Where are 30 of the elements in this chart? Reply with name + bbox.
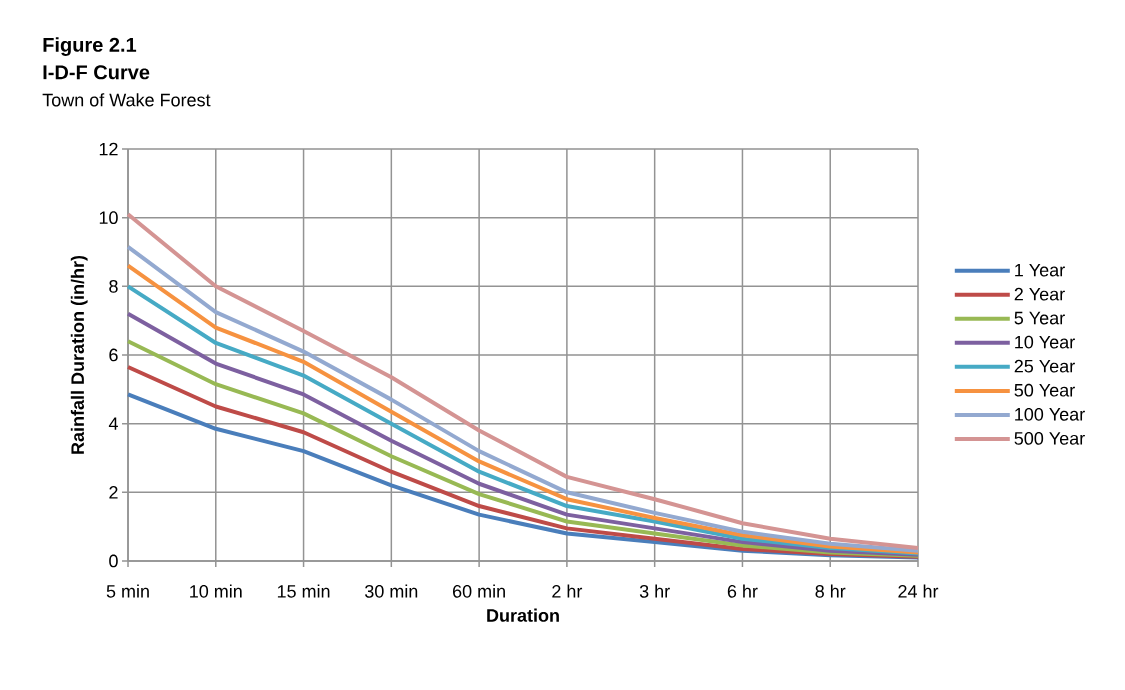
x-tick-label: 30 min [365,584,418,598]
y-tick-label: 0 [109,554,118,568]
x-tick-label: 2 hr [552,584,583,598]
y-tick-label: 8 [109,279,118,293]
y-tick-label: 4 [108,417,118,430]
x-tick-label: 3 hr [639,584,670,598]
y-tick-label: 10 [99,211,118,225]
x-tick-label: 6 hr [727,584,758,598]
y-tick-label: 12 [99,142,118,156]
y-tick-label: 6 [109,348,118,362]
y-axis-title: Rainfall Duration (in/hr) [70,255,88,454]
legend-label: 100 Year [1015,407,1085,421]
x-tick-label: 60 min [453,584,505,598]
x-tick-label: 5 min [106,584,149,598]
legend-label: 25 Year [1014,359,1075,373]
x-tick-label: 24 hr [898,584,939,598]
legend-label: 10 Year [1015,335,1075,349]
legend-label: 5 Year [1014,311,1065,325]
legend-label: 500 Year [1014,432,1085,445]
text: Town of Wake Forest [42,93,211,107]
x-tick-label: 10 min [190,584,242,598]
chart-title: Figure 2.1 [43,37,137,56]
y-tick-label: 2 [109,486,118,499]
chart-subtitle: I-D-F Curve [43,65,150,80]
x-tick-label: 8 hr [815,584,846,598]
legend-label: 50 Year [1014,383,1075,397]
x-axis-title: Duration [487,608,559,622]
legend-label: 1 Year [1015,263,1065,277]
x-tick-label: 15 min [277,584,330,598]
legend-label: 2 Year [1014,287,1065,301]
